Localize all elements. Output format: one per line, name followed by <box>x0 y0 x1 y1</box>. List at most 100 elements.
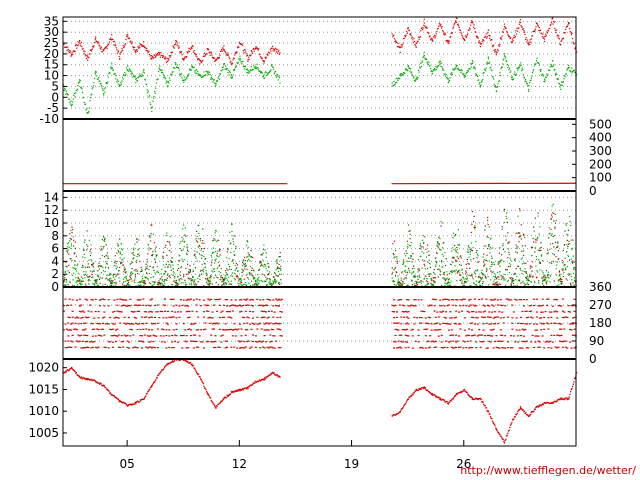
wind-speed-point <box>213 237 215 240</box>
wind-direction-point <box>119 311 122 313</box>
wind-direction-point <box>406 299 409 301</box>
temperature-point <box>456 17 458 20</box>
wind-speed-point <box>89 248 92 251</box>
wind-direction-point <box>478 328 481 331</box>
wind-direction-point <box>459 346 462 348</box>
temperature-point <box>436 66 439 68</box>
temperature-point <box>108 43 110 45</box>
wind-speed-point <box>556 246 558 249</box>
temperature-point <box>192 45 194 47</box>
wind-speed-point <box>229 283 231 285</box>
temperature-point <box>151 55 153 57</box>
temperature-point <box>482 39 484 41</box>
wind-speed-point <box>107 257 110 259</box>
wind-direction-point <box>211 323 214 325</box>
wind-direction-point <box>210 341 213 343</box>
wind-direction-point <box>259 299 262 301</box>
wind-direction-point <box>104 346 107 349</box>
wind-direction-point <box>256 323 259 325</box>
wind-speed-point <box>444 279 447 282</box>
temperature-point <box>569 27 571 30</box>
temperature-point <box>417 69 420 72</box>
wind-direction-point <box>198 335 201 337</box>
wind-speed-point <box>198 253 200 255</box>
wind-speed-point <box>115 265 117 267</box>
wind-direction-point <box>403 329 406 331</box>
temperature-point <box>120 50 123 52</box>
wind-speed-point <box>450 271 452 273</box>
wind-speed-point <box>467 245 470 247</box>
temperature-point <box>211 78 214 80</box>
wind-direction-point <box>556 317 559 319</box>
wind-direction-point <box>468 347 471 349</box>
wind-speed-point <box>66 243 69 245</box>
wind-speed-point <box>503 208 506 211</box>
wind-speed-point <box>240 279 243 281</box>
temperature-point <box>555 72 557 74</box>
wind-direction-point <box>259 322 262 324</box>
wind-direction-point <box>460 310 463 312</box>
wind-speed-point <box>279 283 281 286</box>
wind-direction-point <box>404 329 407 331</box>
wind-speed-point <box>175 285 177 287</box>
wind-speed-point <box>181 279 183 281</box>
temperature-point <box>99 47 101 49</box>
temperature-point <box>218 57 220 60</box>
wind-speed-point <box>265 256 267 258</box>
temperature-point <box>555 29 558 31</box>
wind-speed-point <box>195 230 198 232</box>
temperature-point <box>163 77 165 79</box>
wind-direction-point <box>483 305 486 307</box>
temperature-point <box>513 73 515 75</box>
wind-direction-point <box>393 305 396 307</box>
temperature-point <box>275 75 277 77</box>
wind-speed-point <box>410 241 412 244</box>
wind-direction-point <box>198 299 201 301</box>
wind-speed-point <box>64 274 66 277</box>
temperature-point <box>412 41 415 43</box>
wind-direction-point <box>452 299 455 301</box>
wind-speed-point <box>140 268 143 270</box>
wind-speed-point <box>199 274 201 276</box>
wind-direction-point <box>553 298 556 301</box>
wind-speed-point <box>424 284 426 287</box>
temperature-point <box>175 62 177 64</box>
wind-speed-point <box>84 277 86 279</box>
wind-direction-point <box>233 304 236 307</box>
wind-speed-point <box>211 256 213 258</box>
temperature-point <box>186 55 188 58</box>
wind-direction-point <box>550 316 553 318</box>
wind-direction-point <box>491 329 494 331</box>
wind-speed-point <box>405 265 407 267</box>
temperature-point <box>110 68 112 70</box>
wind-direction-point <box>453 322 456 325</box>
temperature-point <box>533 30 535 33</box>
wind-speed-point <box>201 254 203 257</box>
wind-direction-point <box>103 311 106 313</box>
wind-direction-point <box>227 316 230 318</box>
temperature-point <box>196 72 198 74</box>
wind-direction-point <box>77 317 80 319</box>
wind-speed-point <box>211 270 213 272</box>
temperature-point <box>574 46 577 48</box>
temperature-point <box>499 72 501 74</box>
wind-speed-point <box>68 246 70 248</box>
temperature-point <box>568 66 570 69</box>
wind-direction-point <box>187 310 190 312</box>
wind-direction-point <box>462 347 465 349</box>
wind-speed-point <box>138 248 140 250</box>
temperature-point <box>393 38 396 40</box>
temperature-point <box>133 75 136 77</box>
wind-direction-point <box>473 334 476 336</box>
wind-direction-tick-label: 90 <box>589 334 604 348</box>
wind-speed-point <box>130 272 132 274</box>
temperature-point <box>271 47 273 49</box>
wind-direction-point <box>272 316 275 318</box>
wind-direction-point <box>411 304 414 307</box>
wind-speed-point <box>571 261 573 263</box>
wind-direction-point <box>491 299 494 301</box>
wind-direction-point <box>165 334 168 337</box>
wind-direction-point <box>534 335 537 337</box>
wind-direction-point <box>65 328 68 330</box>
wind-direction-point <box>116 328 119 330</box>
